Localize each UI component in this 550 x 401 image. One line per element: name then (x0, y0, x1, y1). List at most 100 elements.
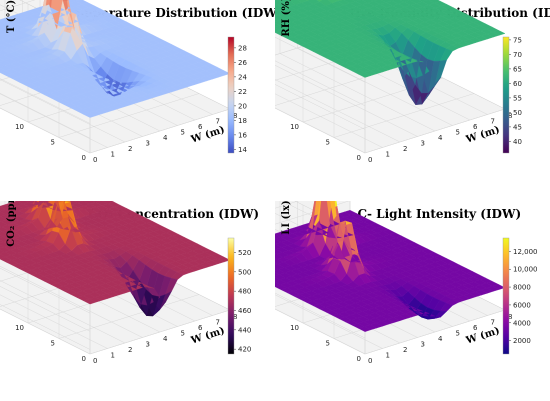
colorbar-tick-label: 2000 (513, 337, 531, 345)
chart-svg: Section C-Relative Humidity Distribution… (275, 0, 550, 164)
surface-cell (275, 239, 282, 245)
x-axis-label: W (m) (464, 325, 501, 347)
surface-cell (0, 58, 5, 62)
colorbar-tick-label: 14 (238, 146, 247, 154)
x-tick-label: 3 (421, 341, 425, 349)
surface-mesh (0, 0, 231, 118)
colorbar-tick-label: 12,000 (513, 248, 538, 256)
grid-line (275, 79, 401, 143)
surface-mesh (275, 0, 506, 106)
colorbar-tick-label: 500 (238, 268, 251, 276)
surface-cell (0, 24, 7, 31)
surface-cell (275, 8, 279, 12)
grid-line (275, 294, 383, 349)
grid-line (0, 79, 126, 143)
chart-svg: Section C- CO₂ Concentration (IDW)012345… (0, 201, 259, 365)
x-tick-label: 5 (181, 129, 185, 137)
chart-svg: Section C- Light Intensity (IDW)01234567… (275, 201, 538, 365)
x-axis-label: W (m) (189, 124, 226, 146)
x-tick-label: 6 (198, 324, 203, 332)
grid-line (275, 93, 383, 148)
surface-cell (275, 281, 281, 287)
light-chart-panel: Section C- Light Intensity (IDW) 0 1 2 3 4 5 6 7… (275, 201, 550, 401)
y-tick-label: 0 (82, 355, 86, 363)
x-tick-label: 7 (491, 319, 495, 327)
x-tick-label: 2 (403, 346, 407, 354)
y-tick-label: 5 (326, 340, 330, 348)
colorbar-tick-label: 4000 (513, 319, 531, 327)
surface-cell (399, 0, 411, 3)
y-tick-label: 5 (51, 139, 55, 147)
surface-cell (0, 211, 7, 217)
surface-cell (0, 239, 4, 244)
surface-cell (72, 0, 80, 2)
colorbar-tick-label: 26 (238, 59, 247, 67)
surface-cell (352, 0, 362, 2)
y-tick-label: 0 (82, 154, 86, 162)
colorbar-tick-label: 28 (238, 44, 247, 52)
colorbar-tick-label: 55 (513, 94, 522, 102)
x-tick-label: 2 (403, 145, 407, 153)
colorbar-tick-label: 6000 (513, 301, 531, 309)
colorbar-tick-label: 8000 (513, 284, 531, 292)
z-axis-label: T (°C) (6, 0, 17, 33)
surface-cell (0, 206, 7, 212)
surface-cell (73, 201, 84, 203)
colorbar-tick-label: 16 (238, 131, 247, 139)
colorbar-tick-label: 65 (513, 65, 522, 73)
grid-line (275, 64, 418, 137)
x-tick-label: 1 (386, 352, 390, 360)
x-tick-label: 0 (368, 357, 372, 365)
surface-cell (275, 3, 278, 6)
surface-cell (275, 262, 279, 266)
surface-cell (44, 201, 51, 203)
surface-cell (92, 201, 101, 203)
colorbar-tick-label: 440 (238, 326, 251, 334)
surface-mesh (275, 201, 506, 332)
colorbar-tick-label: 20 (238, 102, 247, 110)
colorbar-tick-label: 22 (238, 88, 247, 96)
surface-cell (275, 272, 280, 276)
y-tick-label: 0 (357, 355, 361, 363)
z-axis-label: CO₂ (ppm) (6, 201, 17, 247)
x-tick-label: 7 (216, 118, 220, 126)
x-axis-label: W (m) (189, 325, 226, 347)
x-tick-label: 6 (473, 324, 478, 332)
x-tick-label: 4 (163, 134, 168, 142)
x-tick-label: 8 (233, 112, 237, 120)
colorbar-tick-label: 520 (238, 249, 251, 257)
surface-cell (0, 34, 2, 36)
colorbar (227, 36, 235, 154)
y-tick-label: 10 (290, 123, 299, 131)
x-tick-label: 8 (508, 112, 512, 120)
x-tick-label: 2 (128, 346, 132, 354)
x-tick-label: 7 (491, 118, 495, 126)
colorbar-tick-label: 460 (238, 307, 251, 315)
x-tick-label: 0 (93, 156, 97, 164)
colorbar-tick-label: 60 (513, 80, 522, 88)
colorbar-tick-label: 45 (513, 123, 522, 131)
z-axis-label: LI (lx) (281, 201, 292, 235)
x-tick-label: 7 (216, 319, 220, 327)
colorbar-tick-label: 75 (513, 36, 522, 44)
surface-cell (275, 0, 278, 1)
surface-cell (0, 67, 6, 73)
z-axis-label: RH (%) (281, 0, 292, 37)
surface-cell (0, 220, 2, 223)
surface-cell (275, 248, 277, 250)
surface-mesh (0, 201, 231, 317)
surface-cell (0, 39, 3, 41)
surface-cell (336, 0, 343, 2)
x-tick-label: 4 (438, 134, 443, 142)
x-tick-label: 5 (456, 129, 460, 137)
surface-cell (275, 0, 284, 5)
surface-cell (275, 253, 278, 256)
grid-line (0, 294, 108, 349)
surface-cell (371, 0, 378, 2)
x-tick-label: 6 (198, 123, 203, 131)
surface-cell (0, 53, 4, 57)
surface-cell (25, 201, 34, 203)
surface-cell (0, 254, 6, 259)
grid-line (0, 308, 91, 355)
surface-cell (0, 225, 3, 228)
